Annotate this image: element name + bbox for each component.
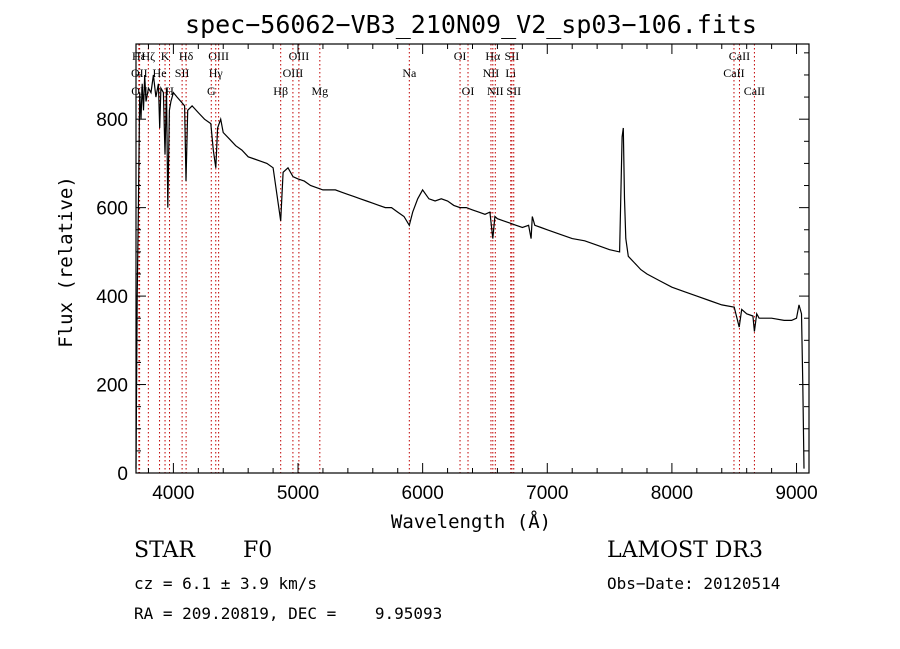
spectral-line-label: Hδ <box>179 49 194 63</box>
redshift-info: cz = 6.1 ± 3.9 km/s <box>134 574 318 593</box>
x-tick-label: 6000 <box>402 483 444 504</box>
spectral-lines-layer: HεOIIOIIHζKHeHSIIHδOIIIHγGHβOIIIOIIIMgNa… <box>131 44 765 473</box>
spectral-line-label: Hγ <box>209 66 224 80</box>
axis-ticks-layer: 4000 5000 6000 7000 8000 9000 0 200 400 600 800 <box>96 44 818 504</box>
object-class: STAR <box>134 538 195 563</box>
spectral-line-label: H <box>165 84 174 98</box>
spectral-line-label: Hα <box>485 49 501 63</box>
y-tick-label: 0 <box>117 464 128 485</box>
chart-title: spec−56062−VB3_210N09_V2_sp03−106.fits <box>185 10 757 39</box>
x-tick-label: 8000 <box>651 483 693 504</box>
spectral-line-label: CaII <box>723 66 744 80</box>
survey-name: LAMOST DR3 <box>607 538 763 563</box>
spectral-line-label: G <box>207 84 216 98</box>
y-tick-label: 400 <box>96 287 128 308</box>
y-axis-label: Flux (relative) <box>55 176 77 348</box>
object-subclass: F0 <box>243 538 273 563</box>
spectral-line-label: CaII <box>729 49 750 63</box>
spectral-line-label: OI <box>454 49 467 63</box>
y-tick-label: 800 <box>96 110 128 131</box>
spectral-line-label: Na <box>402 66 417 80</box>
spectral-line-label: Hβ <box>273 84 288 98</box>
spectral-line-label: OIII <box>208 49 229 63</box>
spectrum-series-line <box>135 74 805 469</box>
spectral-line-label: NII <box>487 84 504 98</box>
x-tick-label: 7000 <box>526 483 568 504</box>
observation-date: Obs−Date: 20120514 <box>607 574 781 593</box>
x-tick-label: 5000 <box>277 483 319 504</box>
spectral-line-label: SII <box>505 49 520 63</box>
spectral-line-label: SII <box>175 66 190 80</box>
spectral-line-label: OI <box>462 84 475 98</box>
x-tick-label: 9000 <box>775 483 817 504</box>
plot-frame <box>135 43 810 474</box>
spectral-line-label: Hζ <box>142 49 156 63</box>
x-axis-label: Wavelength (Å) <box>391 510 551 533</box>
spectral-line-label: OIII <box>289 49 310 63</box>
y-tick-label: 200 <box>96 376 128 397</box>
spectral-line-label: He <box>153 66 167 80</box>
spectral-line-label: Li <box>505 66 516 80</box>
spectral-line-label: Mg <box>311 84 328 98</box>
sky-coordinates: RA = 209.20819, DEC = 9.95093 <box>134 604 443 623</box>
spectral-line-label: SII <box>506 84 521 98</box>
y-tick-label: 600 <box>96 199 128 220</box>
spectral-line-label: NII <box>483 66 500 80</box>
spectral-line-label: CaII <box>744 84 765 98</box>
x-tick-label: 4000 <box>152 483 194 504</box>
spectral-line-label: K <box>161 49 170 63</box>
spectral-line-label: OIII <box>283 66 304 80</box>
